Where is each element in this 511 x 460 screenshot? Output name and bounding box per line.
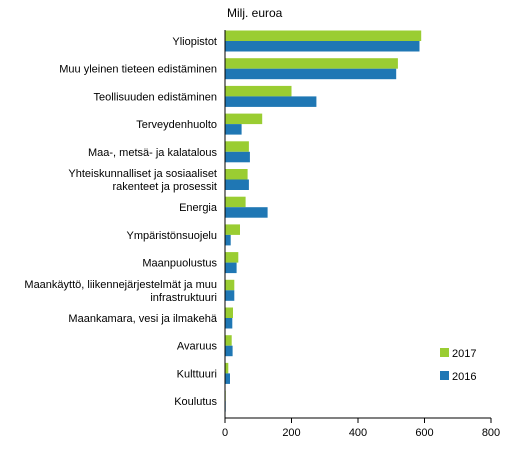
bar-2017-8 <box>225 252 239 263</box>
bar-2017-2 <box>225 85 292 97</box>
bar-2017-12 <box>225 362 229 374</box>
bar-2017-11 <box>225 335 232 346</box>
category-label: Maanpuolustus <box>142 258 217 270</box>
bar-2017-1 <box>225 58 398 69</box>
bar-2016-1 <box>225 68 397 80</box>
bar-2017-0 <box>225 30 422 41</box>
bar-2017-3 <box>225 113 263 125</box>
bar-2016-7 <box>225 234 231 246</box>
category-label: Muu yleinen tieteen edistäminen <box>59 64 217 76</box>
bar-2016-8 <box>225 262 237 274</box>
legend-label-2016: 2016 <box>452 371 476 383</box>
bar-2016-11 <box>225 345 233 357</box>
bar-2016-3 <box>225 124 242 135</box>
bar-2017-4 <box>225 141 249 152</box>
category-labels: Yliopistot Muu yleinen tieteen edistämine… <box>24 36 217 408</box>
bar-2017-9 <box>225 279 235 291</box>
bar-2016-9 <box>225 290 235 301</box>
legend-label-2017: 2017 <box>452 348 476 360</box>
bar-2016-10 <box>225 318 233 329</box>
bar-2016-6 <box>225 207 268 218</box>
category-label: Terveydenhuolto <box>136 119 217 131</box>
category-label: Teollisuuden edistäminen <box>93 91 217 103</box>
category-label: Ympäristönsuojelu <box>127 230 218 242</box>
x-tick-label: 600 <box>415 427 433 439</box>
bar-2016-4 <box>225 151 250 163</box>
bar-2017-10 <box>225 307 233 318</box>
category-label: Avaruus <box>177 341 218 353</box>
legend-swatch-2017 <box>440 348 449 357</box>
bar-2017-7 <box>225 224 240 235</box>
bar-2016-12 <box>225 373 230 384</box>
category-label: Yliopistot <box>172 36 217 48</box>
x-tick-label: 800 <box>482 427 500 439</box>
bar-2016-5 <box>225 179 249 190</box>
bar-2016-2 <box>225 96 317 107</box>
bars-layer <box>225 30 422 412</box>
bar-2017-6 <box>225 196 246 208</box>
category-label: Koulutus <box>174 396 217 408</box>
category-label: Yhteiskunnalliset ja sosiaaliset rakentee… <box>68 168 217 193</box>
x-tick-label: 0 <box>222 427 228 439</box>
x-tick-label: 400 <box>349 427 367 439</box>
category-label: Maankäyttö, liikennejärjestelmät ja muu i… <box>24 279 217 304</box>
category-label: Energia <box>179 202 218 214</box>
category-label: Kulttuuri <box>177 368 217 380</box>
category-label: Maankamara, vesi ja ilmakehä <box>68 313 217 325</box>
category-label: Maa-, metsä- ja kalatalous <box>88 147 217 159</box>
unit-label: Milj. euroa <box>227 6 283 20</box>
legend-swatch-2016 <box>440 371 449 380</box>
bar-2016-0 <box>225 41 420 52</box>
x-axis: 0 200 400 600 800 <box>222 30 500 439</box>
legend: 2017 2016 <box>440 348 476 383</box>
x-tick-label: 200 <box>282 427 300 439</box>
bar-2017-5 <box>225 169 248 180</box>
